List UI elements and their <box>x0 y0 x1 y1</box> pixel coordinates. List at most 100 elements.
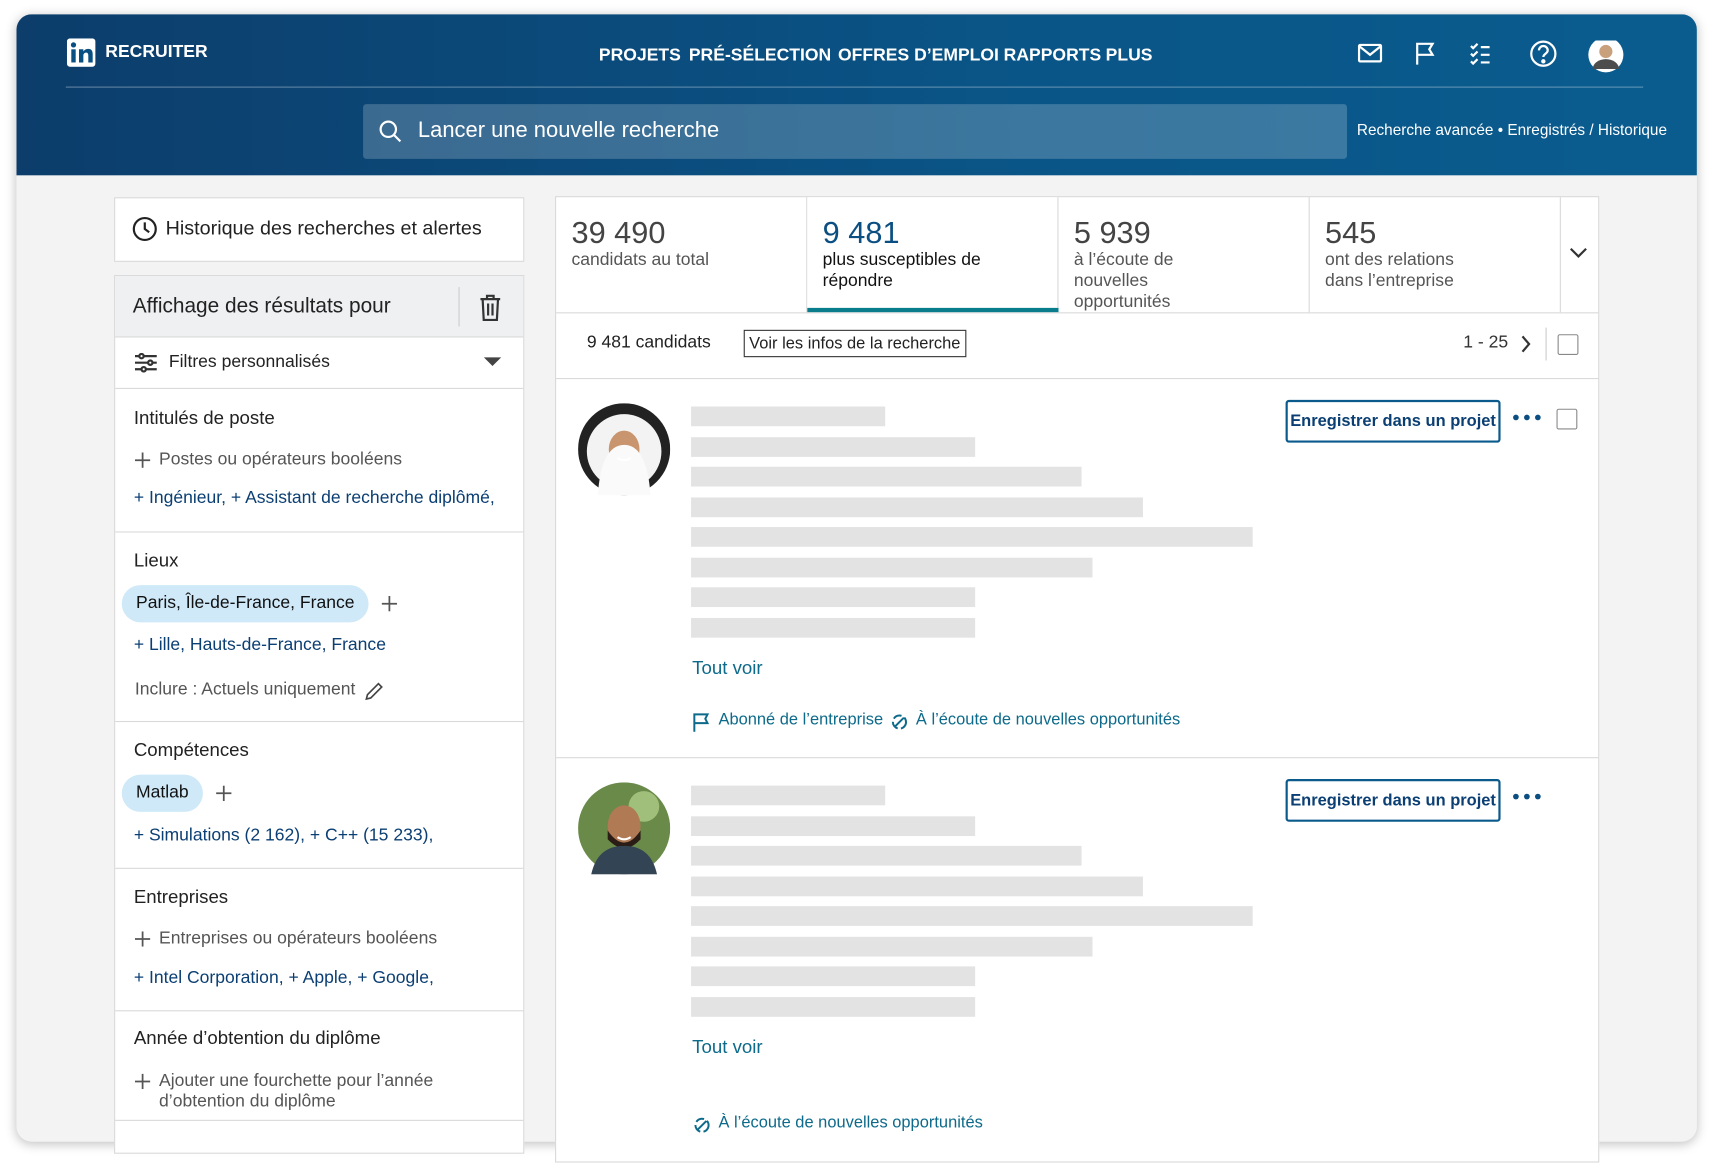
divider <box>115 867 524 869</box>
select-checkbox[interactable] <box>1556 408 1578 430</box>
search-info-button[interactable]: Voir les infos de la recherche <box>743 329 966 358</box>
divider <box>115 1119 524 1121</box>
custom-filters[interactable]: Filtres personnalisés <box>168 352 330 372</box>
divider <box>115 720 524 723</box>
section-title: Intitulés de poste <box>133 407 275 429</box>
expand-icon[interactable] <box>1569 247 1588 259</box>
logo <box>66 38 96 67</box>
dropdown-icon[interactable] <box>483 357 502 368</box>
select-all-checkbox[interactable] <box>1557 334 1579 356</box>
filters-panel: Affichage des résultats pour Filtres per… <box>114 275 525 1154</box>
add-filter[interactable]: Entreprises ou opérateurs booléens <box>159 929 438 948</box>
clock-icon <box>132 216 157 242</box>
nav-link[interactable]: PLUS <box>1105 46 1153 65</box>
divider <box>458 287 460 327</box>
filter-icon <box>134 352 157 373</box>
see-all-link[interactable]: Tout voir <box>692 657 763 679</box>
placeholder-line <box>691 496 1143 517</box>
placeholder-line <box>691 815 976 836</box>
placeholder-line <box>691 906 1253 926</box>
divider <box>115 531 524 533</box>
section-title: Lieux <box>133 550 179 571</box>
search-placeholder: Lancer une nouvelle recherche <box>417 118 720 143</box>
candidate-card: Tout voir Enregistrer dans un projet Abonn… <box>556 378 1599 759</box>
stat-label: candidats au total <box>571 250 710 270</box>
save-button[interactable]: Enregistrer dans un projet <box>1285 779 1501 822</box>
placeholder-line <box>691 876 1143 896</box>
placeholder-line <box>691 617 976 638</box>
header-links: Recherche avancée • Enregistrés / Histor… <box>1357 121 1667 139</box>
results-panel: 39 490 candidats au total 9 481 plus suscep… <box>555 196 1600 1163</box>
see-all-link[interactable]: Tout voir <box>692 1036 763 1058</box>
placeholder-line <box>691 845 1082 866</box>
suggestions[interactable]: + Simulations (2 162), + C++ (15 233), <box>133 826 434 845</box>
candidate-photo[interactable] <box>578 782 671 875</box>
placeholder-line <box>691 785 886 806</box>
placeholder-line <box>691 406 886 427</box>
note: Inclure : Actuels uniquement <box>134 680 356 700</box>
history-box[interactable]: Historique des recherches et alertes <box>114 197 525 262</box>
placeholder-line <box>691 557 1093 577</box>
nav-link[interactable]: PRÉ-SÉLECTION <box>688 46 832 65</box>
placeholder-line <box>691 966 976 987</box>
plus-icon[interactable] <box>216 785 232 801</box>
next-icon[interactable] <box>1520 335 1531 353</box>
more-icon[interactable] <box>1513 793 1542 800</box>
filter-chip[interactable]: Paris, Île-de-France, France <box>121 585 369 623</box>
stat-number: 5 939 <box>1073 215 1151 250</box>
open-icon <box>694 1117 710 1133</box>
flag-icon <box>693 713 710 732</box>
placeholder-line <box>691 587 976 608</box>
header-icons[interactable] <box>1357 40 1642 80</box>
divider <box>115 387 524 389</box>
stat-number: 9 481 <box>822 215 900 250</box>
more-icon[interactable] <box>1513 414 1542 421</box>
stat-label: plus susceptibles de répondre <box>822 250 981 291</box>
trash-icon[interactable] <box>478 294 502 322</box>
brand: RECRUITER <box>105 42 208 62</box>
nav-link[interactable]: RAPPORTS <box>1003 46 1102 65</box>
header: RECRUITER PROJETS PRÉ-SÉLECTION OFFRES D… <box>16 14 1697 176</box>
stat-number: 39 490 <box>571 215 666 250</box>
stat-tab[interactable]: 39 490 candidats au total <box>556 197 808 313</box>
result-count: 9 481 candidats <box>586 333 711 352</box>
stat-tab[interactable]: 545 ont des relations dans l’entreprise <box>1310 197 1561 313</box>
add-filter[interactable]: Ajouter une fourchette pour l’année d’ob… <box>159 1071 434 1112</box>
section-title: Compétences <box>133 739 249 761</box>
placeholder-line <box>691 996 976 1017</box>
candidate-photo[interactable] <box>578 403 671 496</box>
search-icon <box>379 120 402 143</box>
plus-icon[interactable] <box>134 452 151 468</box>
add-filter[interactable]: Postes ou opérateurs booléens <box>159 450 402 469</box>
edit-icon[interactable] <box>364 682 384 702</box>
active-indicator <box>807 307 1059 313</box>
placeholder-line <box>691 466 1082 487</box>
link[interactable]: Recherche avancée <box>1356 120 1494 139</box>
divider <box>115 1010 524 1012</box>
stat-label: à l’écoute de nouvelles opportunités <box>1073 250 1174 312</box>
suggestions[interactable]: + Lille, Hauts-de-France, France <box>133 635 386 655</box>
suggestions[interactable]: + Intel Corporation, + Apple, + Google, <box>133 968 434 988</box>
search-box[interactable]: Lancer une nouvelle recherche <box>363 104 1347 159</box>
plus-icon[interactable] <box>134 931 151 947</box>
placeholder-line <box>691 936 1093 956</box>
panel-header: Affichage des résultats pour <box>115 276 524 338</box>
plus-icon[interactable] <box>134 1073 151 1090</box>
stat-tab[interactable]: 9 481 plus susceptibles de répondre <box>807 197 1059 313</box>
stat-label: ont des relations dans l’entreprise <box>1325 250 1454 291</box>
suggestions[interactable]: + Ingénieur, + Assistant de recherche di… <box>133 488 495 508</box>
stat-tab[interactable]: 5 939 à l’écoute de nouvelles opportunité… <box>1059 197 1310 313</box>
save-button[interactable]: Enregistrer dans un projet <box>1285 399 1501 443</box>
link[interactable]: Enregistrés / Historique <box>1507 120 1667 139</box>
section-title: Année d’obtention du diplôme <box>133 1027 381 1049</box>
results-for: Affichage des résultats pour <box>132 294 391 318</box>
candidate-tag: Abonné de l’entreprise <box>718 710 884 729</box>
nav-link[interactable]: OFFRES D’EMPLOI <box>838 46 999 65</box>
nav-link[interactable]: PROJETS <box>598 46 681 65</box>
pagination: 1 - 25 <box>1463 333 1509 352</box>
plus-icon[interactable] <box>381 596 398 612</box>
filter-chip[interactable]: Matlab <box>121 774 203 812</box>
